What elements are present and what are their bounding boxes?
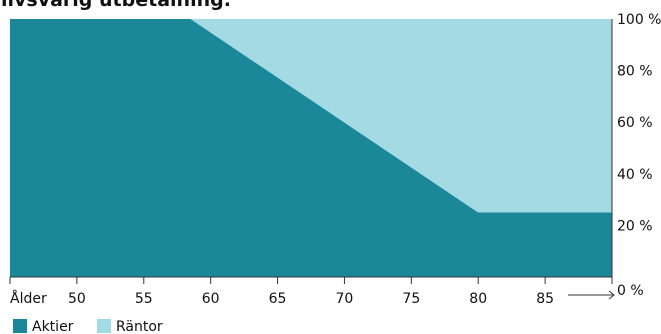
y-tick-label: 60 % [617,115,653,131]
y-tick-label: 20 % [617,218,653,234]
y-tick-label: 0 % [617,283,644,299]
x-tick-label: 65 [269,291,287,307]
x-tick-label: 55 [135,291,153,307]
area-series-r-ntor [10,19,612,213]
y-tick-label: 100 % [617,12,661,28]
x-tick-label: 85 [536,291,554,307]
chart-title: livsvarig utbetalning. [1,0,231,11]
legend-swatch-aktier [13,319,27,333]
zero-arrow-head [608,290,615,300]
legend: Aktier Räntor [13,319,163,334]
x-tick-label: 75 [402,291,420,307]
y-tick-label: 40 % [617,167,653,183]
axes-group [9,19,615,300]
legend-label-aktier: Aktier [32,319,74,334]
y-tick-label: 80 % [617,64,653,80]
x-axis-label: Ålder [10,290,47,307]
legend-label-r-ntor: Räntor [116,319,163,334]
x-tick-label: 70 [336,291,354,307]
y-ticks-group: 100 % 80 % 60 % 40 % 20 % 0 % [617,12,661,299]
x-tick-label: 60 [202,291,220,307]
x-tick-label: 80 [469,291,487,307]
area-series-aktier [10,19,612,277]
x-tick-label: 50 [68,291,86,307]
x-ticks-group: 50 55 60 65 70 75 80 85 [68,277,554,307]
area-series-group [10,19,612,277]
legend-swatch-r-ntor [97,319,111,333]
